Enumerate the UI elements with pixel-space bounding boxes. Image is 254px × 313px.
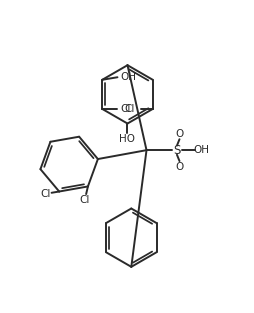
Text: Cl: Cl	[120, 104, 130, 114]
Text: O: O	[175, 162, 183, 172]
Text: OH: OH	[120, 72, 135, 82]
Text: Cl: Cl	[124, 104, 134, 114]
Text: OH: OH	[192, 145, 208, 155]
Text: S: S	[172, 144, 180, 157]
Text: Cl: Cl	[40, 189, 50, 199]
Text: Cl: Cl	[79, 195, 89, 205]
Text: HO: HO	[119, 134, 135, 144]
Text: O: O	[175, 129, 183, 139]
